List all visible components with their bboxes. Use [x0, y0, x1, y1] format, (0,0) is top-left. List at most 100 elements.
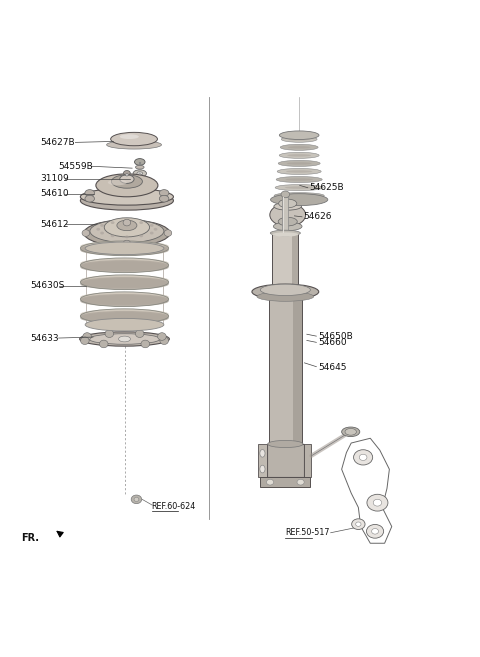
Text: 54650B: 54650B	[318, 332, 352, 340]
Ellipse shape	[137, 171, 143, 175]
Ellipse shape	[134, 158, 145, 166]
Ellipse shape	[80, 244, 168, 255]
Ellipse shape	[284, 194, 314, 197]
Ellipse shape	[281, 191, 289, 198]
Ellipse shape	[111, 132, 157, 146]
Ellipse shape	[80, 242, 168, 252]
Ellipse shape	[139, 235, 143, 237]
Ellipse shape	[80, 243, 168, 254]
Ellipse shape	[120, 175, 134, 183]
Ellipse shape	[89, 334, 160, 344]
Ellipse shape	[91, 313, 158, 319]
Ellipse shape	[108, 179, 127, 185]
Ellipse shape	[159, 195, 169, 202]
Ellipse shape	[150, 224, 154, 227]
Ellipse shape	[80, 295, 168, 306]
Ellipse shape	[280, 145, 318, 150]
Ellipse shape	[80, 191, 173, 210]
Ellipse shape	[160, 337, 168, 344]
Text: FR.: FR.	[22, 533, 39, 543]
Ellipse shape	[135, 330, 144, 338]
Ellipse shape	[91, 296, 158, 302]
Ellipse shape	[85, 195, 95, 202]
Ellipse shape	[141, 340, 150, 348]
Ellipse shape	[123, 171, 130, 175]
Ellipse shape	[150, 232, 154, 235]
Ellipse shape	[139, 221, 143, 224]
Ellipse shape	[154, 228, 157, 231]
Ellipse shape	[164, 230, 172, 237]
Ellipse shape	[100, 232, 104, 235]
Ellipse shape	[80, 276, 168, 286]
Ellipse shape	[80, 241, 168, 252]
Ellipse shape	[96, 174, 158, 197]
Ellipse shape	[84, 220, 170, 246]
Ellipse shape	[80, 260, 168, 271]
Ellipse shape	[274, 202, 301, 210]
Ellipse shape	[276, 177, 322, 183]
Ellipse shape	[356, 522, 361, 526]
Ellipse shape	[80, 189, 173, 205]
Ellipse shape	[139, 172, 141, 174]
Ellipse shape	[123, 240, 131, 247]
Ellipse shape	[80, 245, 168, 256]
Bar	[282, 197, 288, 233]
Ellipse shape	[257, 292, 314, 302]
Ellipse shape	[80, 292, 168, 302]
Ellipse shape	[354, 449, 372, 465]
Ellipse shape	[268, 440, 303, 447]
Ellipse shape	[287, 162, 312, 165]
Ellipse shape	[360, 454, 367, 461]
Ellipse shape	[279, 199, 297, 208]
Text: REF.60-624: REF.60-624	[152, 501, 196, 510]
Ellipse shape	[120, 134, 139, 139]
Text: REF.50-517: REF.50-517	[285, 528, 330, 537]
Ellipse shape	[266, 480, 274, 485]
Ellipse shape	[260, 465, 265, 473]
Ellipse shape	[271, 194, 328, 206]
Bar	[260, 478, 311, 487]
Ellipse shape	[123, 219, 131, 226]
Ellipse shape	[281, 136, 317, 143]
Ellipse shape	[270, 204, 306, 227]
Text: 54633: 54633	[30, 334, 59, 342]
Ellipse shape	[297, 480, 304, 485]
Ellipse shape	[80, 261, 168, 271]
Ellipse shape	[80, 311, 168, 321]
Ellipse shape	[104, 217, 150, 237]
Ellipse shape	[82, 230, 90, 237]
Text: 54610: 54610	[40, 189, 69, 198]
Ellipse shape	[131, 495, 142, 504]
Ellipse shape	[272, 233, 299, 237]
Ellipse shape	[83, 332, 91, 340]
Ellipse shape	[96, 228, 100, 231]
Text: 54626: 54626	[303, 212, 332, 221]
Ellipse shape	[125, 173, 128, 176]
Ellipse shape	[80, 259, 168, 269]
Ellipse shape	[81, 337, 89, 344]
Bar	[269, 298, 301, 444]
Ellipse shape	[157, 332, 166, 340]
Ellipse shape	[80, 296, 168, 307]
Ellipse shape	[80, 279, 168, 290]
Ellipse shape	[260, 449, 265, 457]
Ellipse shape	[85, 242, 164, 255]
Ellipse shape	[285, 187, 313, 189]
Ellipse shape	[274, 193, 324, 198]
Ellipse shape	[91, 262, 158, 269]
Ellipse shape	[80, 277, 168, 288]
Ellipse shape	[80, 312, 168, 323]
Bar	[292, 233, 299, 288]
Ellipse shape	[125, 220, 129, 223]
Ellipse shape	[91, 245, 158, 252]
Ellipse shape	[117, 220, 137, 231]
Ellipse shape	[111, 235, 115, 237]
Ellipse shape	[279, 131, 319, 139]
Ellipse shape	[105, 330, 114, 338]
Text: 54627B: 54627B	[40, 138, 75, 147]
Text: 54660: 54660	[318, 338, 347, 348]
Ellipse shape	[286, 170, 312, 173]
Ellipse shape	[85, 190, 95, 196]
Bar	[304, 444, 311, 478]
Ellipse shape	[278, 160, 320, 166]
